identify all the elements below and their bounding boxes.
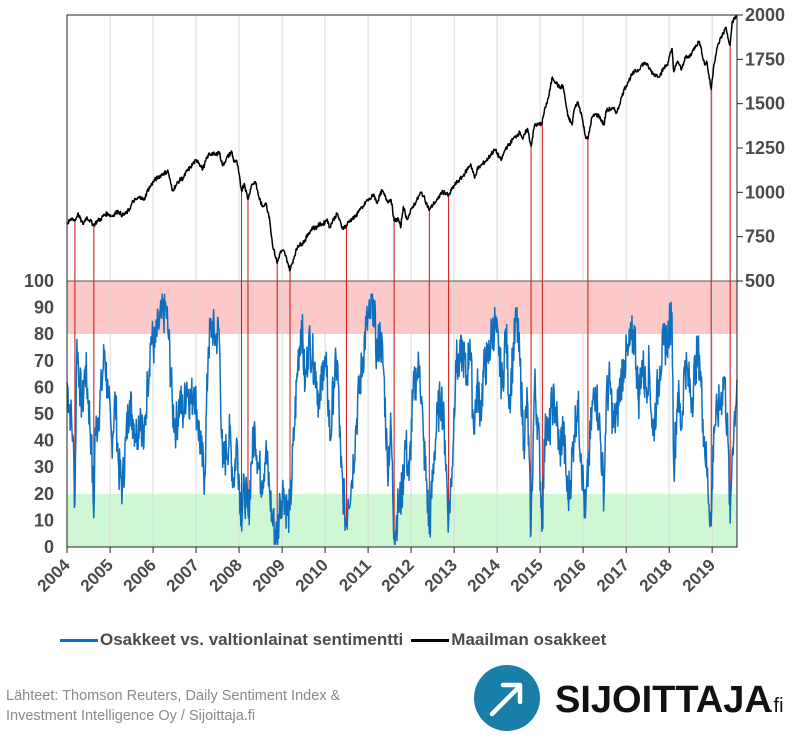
legend-item-world: Maailman osakkeet (411, 630, 606, 650)
x-tick-label-2016: 2016 (550, 555, 590, 595)
left-tick-label-20: 20 (34, 484, 54, 504)
right-axis-ticks: 500 750 1000 1250 1500 1750 2000 (737, 5, 785, 291)
logo-wordmark: SIJOITTAJA (555, 679, 772, 721)
right-tick-label-750: 750 (745, 227, 775, 247)
x-tick-label-2004: 2004 (34, 555, 75, 596)
source-line-2: Investment Intelligence Oy / Sijoittaja.… (6, 708, 256, 724)
chart-svg: 0 10 20 30 40 50 60 70 80 90 100 500 750 1000 1250 150… (24, 5, 785, 596)
x-tick-label-2012: 2012 (378, 555, 418, 595)
left-tick-label-60: 60 (34, 377, 54, 397)
x-axis-ticks: 2004 2005 2006 2007 2008 2009 2010 2011 2012 2013… (34, 547, 719, 596)
legend-item-sentiment: Osakkeet vs. valtionlainat sentimentti (60, 630, 403, 650)
x-tick-label-2015: 2015 (507, 555, 547, 595)
legend-swatch-sentiment (60, 638, 98, 642)
extreme-optimism-band (67, 281, 737, 334)
left-axis-ticks: 0 10 20 30 40 50 60 70 80 90 100 (24, 271, 54, 557)
left-tick-label-50: 50 (34, 404, 54, 424)
left-tick-label-40: 40 (34, 431, 54, 451)
x-tick-label-2011: 2011 (335, 555, 375, 595)
x-tick-label-2006: 2006 (120, 555, 160, 595)
left-tick-label-80: 80 (34, 324, 54, 344)
right-tick-label-1250: 1250 (745, 138, 785, 158)
legend-label-sentiment: Osakkeet vs. valtionlainat sentimentti (100, 630, 404, 649)
left-tick-label-100: 100 (24, 271, 54, 291)
right-tick-label-1750: 1750 (745, 49, 785, 69)
brand-logo: SIJOITTAJA .fi (474, 665, 784, 731)
x-tick-label-2014: 2014 (464, 555, 505, 596)
legend: Osakkeet vs. valtionlainat sentimentti M… (60, 630, 614, 650)
right-tick-label-2000: 2000 (745, 5, 785, 25)
left-tick-label-30: 30 (34, 457, 54, 477)
left-tick-label-90: 90 (34, 298, 54, 318)
left-tick-label-10: 10 (34, 510, 54, 530)
legend-swatch-world (411, 638, 450, 642)
x-tick-label-2005: 2005 (77, 555, 117, 595)
left-tick-label-0: 0 (44, 537, 54, 557)
legend-label-world: Maailman osakkeet (451, 630, 607, 649)
x-tick-label-2010: 2010 (292, 555, 332, 595)
right-tick-label-1000: 1000 (745, 182, 785, 202)
logo-tld: .fi (768, 695, 784, 717)
x-tick-label-2019: 2019 (679, 555, 719, 595)
x-tick-label-2013: 2013 (421, 555, 461, 595)
world-equities-series-line (66, 14, 738, 272)
x-tick-label-2018: 2018 (636, 555, 676, 595)
right-tick-label-500: 500 (745, 271, 775, 291)
x-tick-label-2017: 2017 (593, 555, 633, 595)
arrow-up-right-icon (489, 682, 523, 717)
x-tick-label-2007: 2007 (163, 555, 203, 595)
source-note: Lähteet: Thomson Reuters, Daily Sentimen… (6, 686, 340, 726)
sentiment-series-line (66, 293, 738, 546)
x-tick-label-2009: 2009 (249, 555, 289, 595)
x-tick-label-2008: 2008 (206, 555, 246, 595)
source-line-1: Lähteet: Thomson Reuters, Daily Sentimen… (6, 688, 341, 704)
left-tick-label-70: 70 (34, 351, 54, 371)
right-tick-label-1500: 1500 (745, 94, 785, 114)
